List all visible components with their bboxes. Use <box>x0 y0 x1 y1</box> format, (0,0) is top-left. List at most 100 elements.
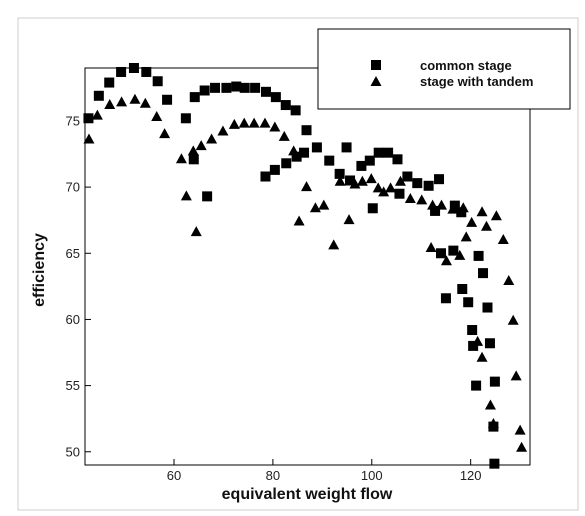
data-point-triangle <box>516 441 528 452</box>
data-point-triangle <box>83 133 95 144</box>
data-point-square <box>83 113 94 124</box>
data-point-triangle <box>328 239 340 250</box>
data-point-square <box>301 125 312 136</box>
data-point-triangle <box>151 110 163 121</box>
data-point-triangle <box>378 186 390 197</box>
data-point-square <box>341 142 352 153</box>
data-point-square <box>269 164 280 175</box>
data-point-triangle <box>248 117 260 128</box>
data-point-triangle <box>416 194 428 205</box>
y-axis-title: efficiency <box>31 233 48 307</box>
data-point-triangle <box>507 314 519 325</box>
x-axis-ticks: 60 80 100 120 <box>167 459 482 483</box>
y-tick-label: 70 <box>66 180 80 195</box>
data-point-triangle <box>514 424 526 435</box>
data-point-square <box>392 154 403 165</box>
legend-label-stage-with-tandem: stage with tandem <box>420 74 533 89</box>
data-point-square <box>430 205 441 216</box>
y-axis-ticks: 50 55 60 65 70 75 <box>66 113 91 459</box>
data-point-triangle <box>238 117 250 128</box>
data-point-square <box>128 63 139 73</box>
data-point-square <box>402 171 413 182</box>
data-point-square <box>448 245 459 256</box>
series-common-stage <box>83 63 500 469</box>
y-tick-label: 60 <box>66 312 80 327</box>
data-point-triangle <box>195 140 207 151</box>
data-point-triangle <box>476 351 488 362</box>
data-point-square <box>280 100 291 111</box>
data-point-triangle <box>497 234 509 245</box>
data-point-square <box>290 105 301 116</box>
data-point-triangle <box>476 206 488 217</box>
data-point-triangle <box>365 173 377 184</box>
data-point-square <box>210 82 221 93</box>
x-tick-label: 120 <box>460 468 482 483</box>
y-tick-label: 65 <box>66 246 80 261</box>
data-point-square <box>239 82 250 93</box>
data-point-square <box>489 376 500 387</box>
data-point-square <box>281 158 292 169</box>
data-point-square <box>436 248 446 259</box>
data-point-triangle <box>435 199 447 210</box>
series-stage-with-tandem <box>83 93 528 452</box>
data-point-square <box>199 85 210 96</box>
data-point-square <box>231 81 242 92</box>
data-point-triangle <box>91 109 103 120</box>
data-point-triangle <box>259 117 271 128</box>
data-point-triangle <box>487 417 499 428</box>
data-point-square <box>311 142 322 153</box>
data-point-triangle <box>180 190 192 201</box>
data-point-triangle <box>425 241 437 252</box>
data-point-triangle <box>116 96 128 107</box>
data-point-square <box>449 200 460 211</box>
data-point-square <box>162 94 173 105</box>
data-point-square <box>394 188 405 199</box>
data-point-triangle <box>466 216 478 227</box>
data-point-square <box>373 147 384 158</box>
data-point-triangle <box>228 118 240 129</box>
x-axis-title: equivalent weight flow <box>222 486 393 503</box>
x-tick-label: 100 <box>361 468 383 483</box>
data-point-triangle <box>217 125 229 136</box>
data-point-triangle <box>440 255 452 266</box>
data-point-square <box>260 86 271 97</box>
data-point-square <box>221 82 232 93</box>
data-point-triangle <box>104 99 116 110</box>
data-point-square <box>463 297 474 308</box>
data-point-square <box>93 90 104 101</box>
data-point-square <box>250 82 261 93</box>
data-point-square <box>188 154 199 165</box>
data-point-square <box>291 151 302 162</box>
data-point-square <box>434 174 445 185</box>
data-point-square <box>364 155 375 166</box>
data-point-square <box>180 113 191 124</box>
data-point-triangle <box>206 133 218 144</box>
data-point-square <box>116 66 127 77</box>
data-point-square <box>457 283 468 294</box>
data-point-triangle <box>460 231 472 242</box>
data-point-triangle <box>447 203 459 214</box>
data-point-square <box>152 76 163 87</box>
data-point-square <box>473 250 484 261</box>
data-point-square <box>356 160 367 171</box>
data-point-square <box>299 147 310 158</box>
y-tick-label: 75 <box>66 113 80 128</box>
data-point-triangle <box>159 128 171 139</box>
data-point-triangle <box>490 210 502 221</box>
y-tick-label: 50 <box>66 444 80 459</box>
data-point-square <box>482 302 493 313</box>
data-point-square <box>367 203 378 214</box>
data-point-square <box>334 168 345 179</box>
legend: common stage stage with tandem <box>317 28 571 110</box>
data-point-square <box>383 147 394 158</box>
data-point-square <box>423 180 434 191</box>
data-point-triangle <box>318 199 330 210</box>
data-point-triangle <box>293 215 305 226</box>
data-point-square <box>478 268 489 279</box>
data-point-triangle <box>129 93 141 104</box>
data-point-triangle <box>503 275 515 286</box>
data-point-square <box>260 171 271 182</box>
data-point-triangle <box>301 181 313 192</box>
data-point-triangle <box>334 175 346 186</box>
